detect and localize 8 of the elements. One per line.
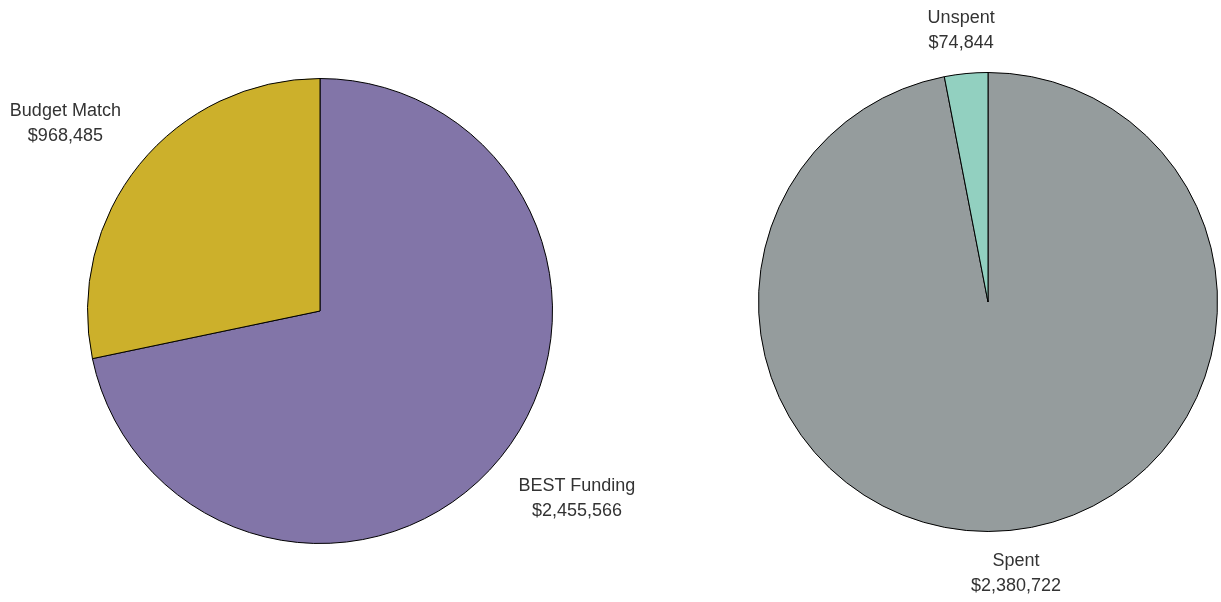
slice-label: Spent	[992, 549, 1040, 570]
data-label: $2,380,722	[970, 574, 1062, 595]
data-label: $74,844	[928, 32, 994, 53]
slice-label: Budget Match	[9, 99, 121, 120]
data-label: $968,485	[27, 124, 103, 145]
data-label: $2,455,566	[531, 500, 622, 521]
slice-label: Unspent	[927, 7, 995, 28]
slice-label: BEST Funding	[518, 475, 636, 496]
